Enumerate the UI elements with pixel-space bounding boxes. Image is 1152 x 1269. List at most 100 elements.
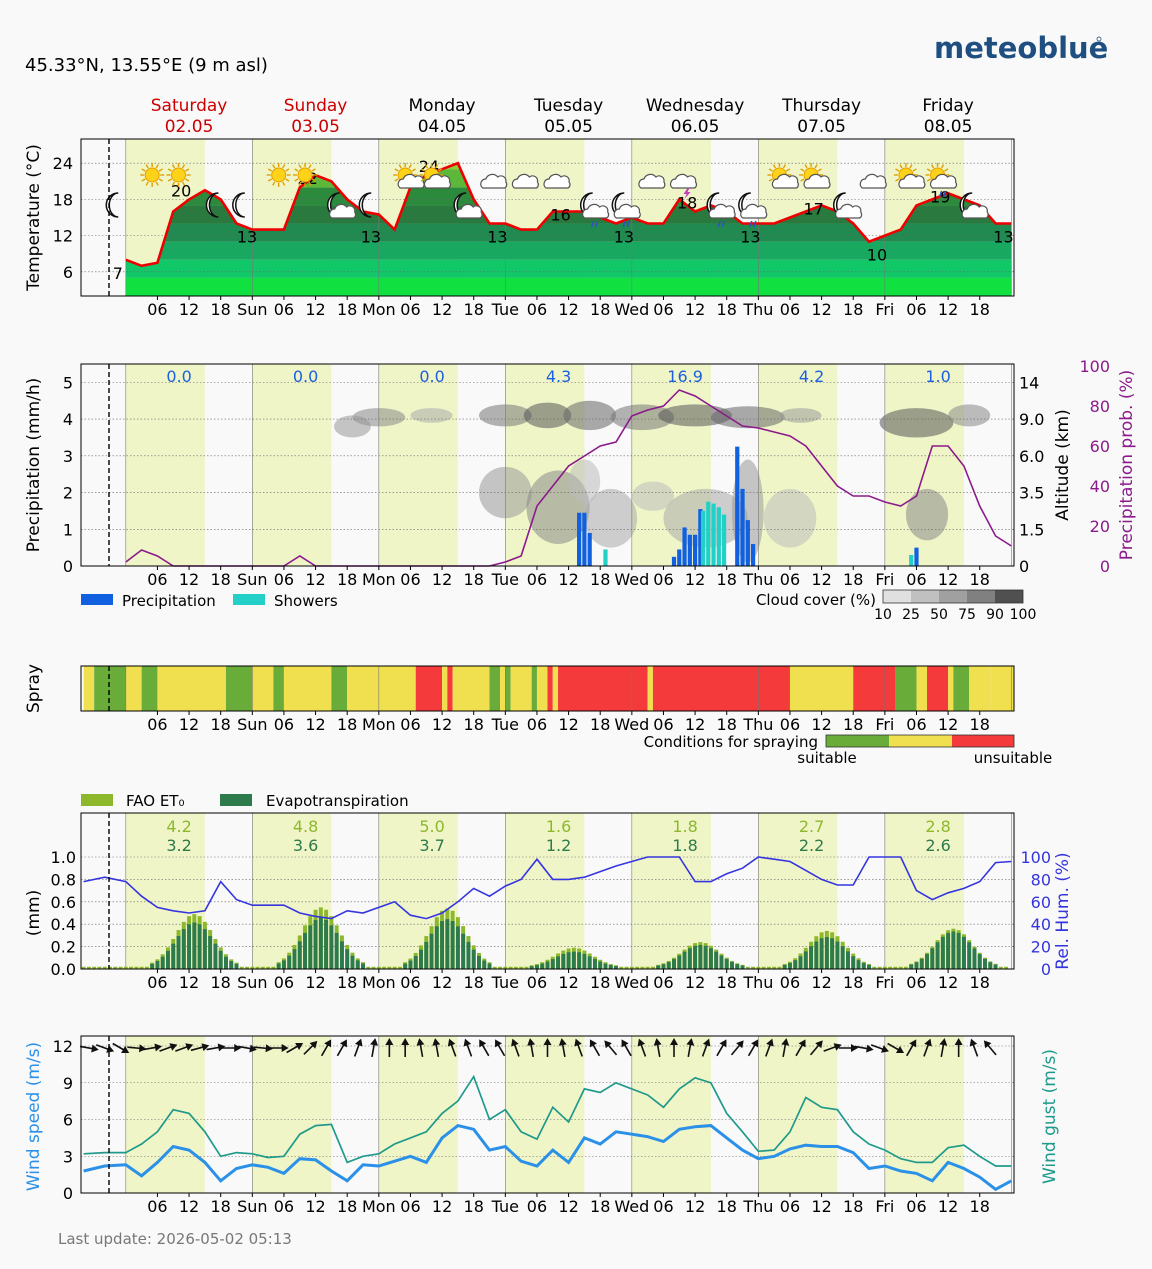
hour-tick-label: Sun [237, 715, 267, 734]
hour-tick-label: 18 [590, 715, 610, 734]
spray-segment [141, 666, 158, 711]
cloud-cover-area [710, 406, 785, 429]
cloud-legend-tick: 50 [930, 607, 948, 623]
spray-segment [558, 666, 648, 711]
fao-bar [239, 966, 244, 969]
wind-direction-arrow [336, 1039, 347, 1057]
arrow-head [511, 1038, 519, 1047]
evapo-bar [714, 951, 719, 969]
hour-tick-label: 18 [464, 715, 484, 734]
wind-direction-arrow [906, 1039, 917, 1057]
day-name: Friday [922, 96, 974, 116]
thunder-icon [670, 173, 698, 199]
hour-tick-label: Mon [362, 570, 396, 589]
arrow-head [798, 1039, 806, 1048]
sun-ray [282, 164, 286, 169]
panel-frame [80, 812, 1015, 970]
hour-tick-label: 18 [970, 300, 990, 319]
hour-tick-label: Fri [875, 1197, 894, 1216]
evapo-bar [461, 933, 466, 969]
arrow-head [355, 1038, 363, 1047]
hour-tick-label: 06 [274, 973, 294, 992]
cloud-cover-area [763, 488, 817, 548]
cloud-shape [480, 173, 508, 189]
hour-tick-label: 12 [558, 1197, 578, 1216]
hour-tick-label: 18 [211, 570, 231, 589]
fao-daily-total: 1.8 [672, 817, 697, 836]
arrow-head [954, 1038, 963, 1045]
spray-legend-suitable [826, 735, 889, 747]
spray-segment [225, 666, 253, 711]
hour-tick-label: 12 [811, 300, 831, 319]
hour-tick-label: 18 [337, 715, 357, 734]
fao-bar [371, 966, 376, 969]
evapo-bar [540, 963, 545, 969]
evapo-bar [455, 926, 460, 969]
wind-direction-arrow [222, 1044, 242, 1052]
prob-label: Precipitation prob. (%) [1117, 370, 1137, 561]
evapo-y-tick: 0.2 [51, 938, 76, 957]
evapo-bar [318, 918, 323, 969]
hour-tick-label: 18 [337, 300, 357, 319]
sun-ray [145, 181, 149, 186]
hour-tick-label: Wed [614, 973, 649, 992]
hour-tick-label: 12 [432, 973, 452, 992]
fao-bar [756, 966, 761, 969]
hour-tick-label: 12 [811, 973, 831, 992]
wind-direction-arrow [385, 1038, 394, 1057]
moon-rain-icon [738, 192, 768, 228]
hour-tick-label: Wed [614, 1197, 649, 1216]
hour-tick-label: 06 [653, 570, 673, 589]
spray-segment [489, 666, 501, 711]
hour-tick-label: Mon [362, 1197, 396, 1216]
evapo-bar [682, 951, 687, 969]
humidity-tick: 20 [1031, 938, 1051, 957]
wind-direction-arrow [463, 1038, 473, 1057]
temp-band [125, 277, 1012, 296]
evapo-bar [408, 960, 413, 969]
spray-segment [647, 666, 653, 711]
rain-drop [938, 190, 943, 198]
precip-y-label: Precipitation (mm/h) [24, 378, 44, 553]
sun-ray [311, 168, 316, 172]
fao-bar [640, 966, 645, 969]
wind-direction-arrow [253, 1044, 273, 1053]
arrow-head [265, 1044, 273, 1053]
spray-legend-unsuitable [952, 735, 1014, 747]
hour-tick-label: 12 [305, 973, 325, 992]
sun-ray [285, 168, 290, 172]
spray-segment [789, 666, 854, 711]
spray-segment [442, 666, 448, 711]
fao-daily-total: 2.8 [925, 817, 950, 836]
temperature-label: 16 [550, 205, 570, 224]
day-date: 03.05 [291, 117, 340, 137]
arrow-head [736, 1040, 744, 1049]
evapo-bar [940, 936, 945, 969]
fao-bar [761, 966, 766, 969]
temp-y-tick: 24 [53, 154, 73, 173]
daily-precip-total: 0.0 [293, 367, 318, 386]
fao-daily-total: 1.6 [546, 817, 571, 836]
moon-cloud-icon [326, 192, 357, 219]
spray-segment [895, 666, 917, 711]
hour-tick-label: 18 [717, 973, 737, 992]
hour-tick-label: 06 [400, 570, 420, 589]
spray-segment [447, 666, 453, 711]
fao-bar [877, 966, 882, 969]
evapo-bar [534, 965, 539, 969]
lightning [683, 188, 691, 199]
daily-precip-total: 0.0 [166, 367, 191, 386]
evapo-bar [440, 921, 445, 969]
hour-tick-label: 06 [400, 715, 420, 734]
hour-tick-label: 06 [274, 1197, 294, 1216]
sun-icon [293, 163, 318, 187]
hour-tick-label: 12 [432, 1197, 452, 1216]
arrow-head [217, 1043, 226, 1052]
arrow-head [702, 1038, 711, 1047]
moon-icon [205, 192, 219, 218]
spray-segment [916, 666, 928, 711]
evapo-bar [276, 963, 281, 969]
evapo-y-label: (mm) [24, 890, 44, 936]
evapo-bar [419, 949, 423, 969]
wind-direction-arrow [686, 1038, 695, 1058]
